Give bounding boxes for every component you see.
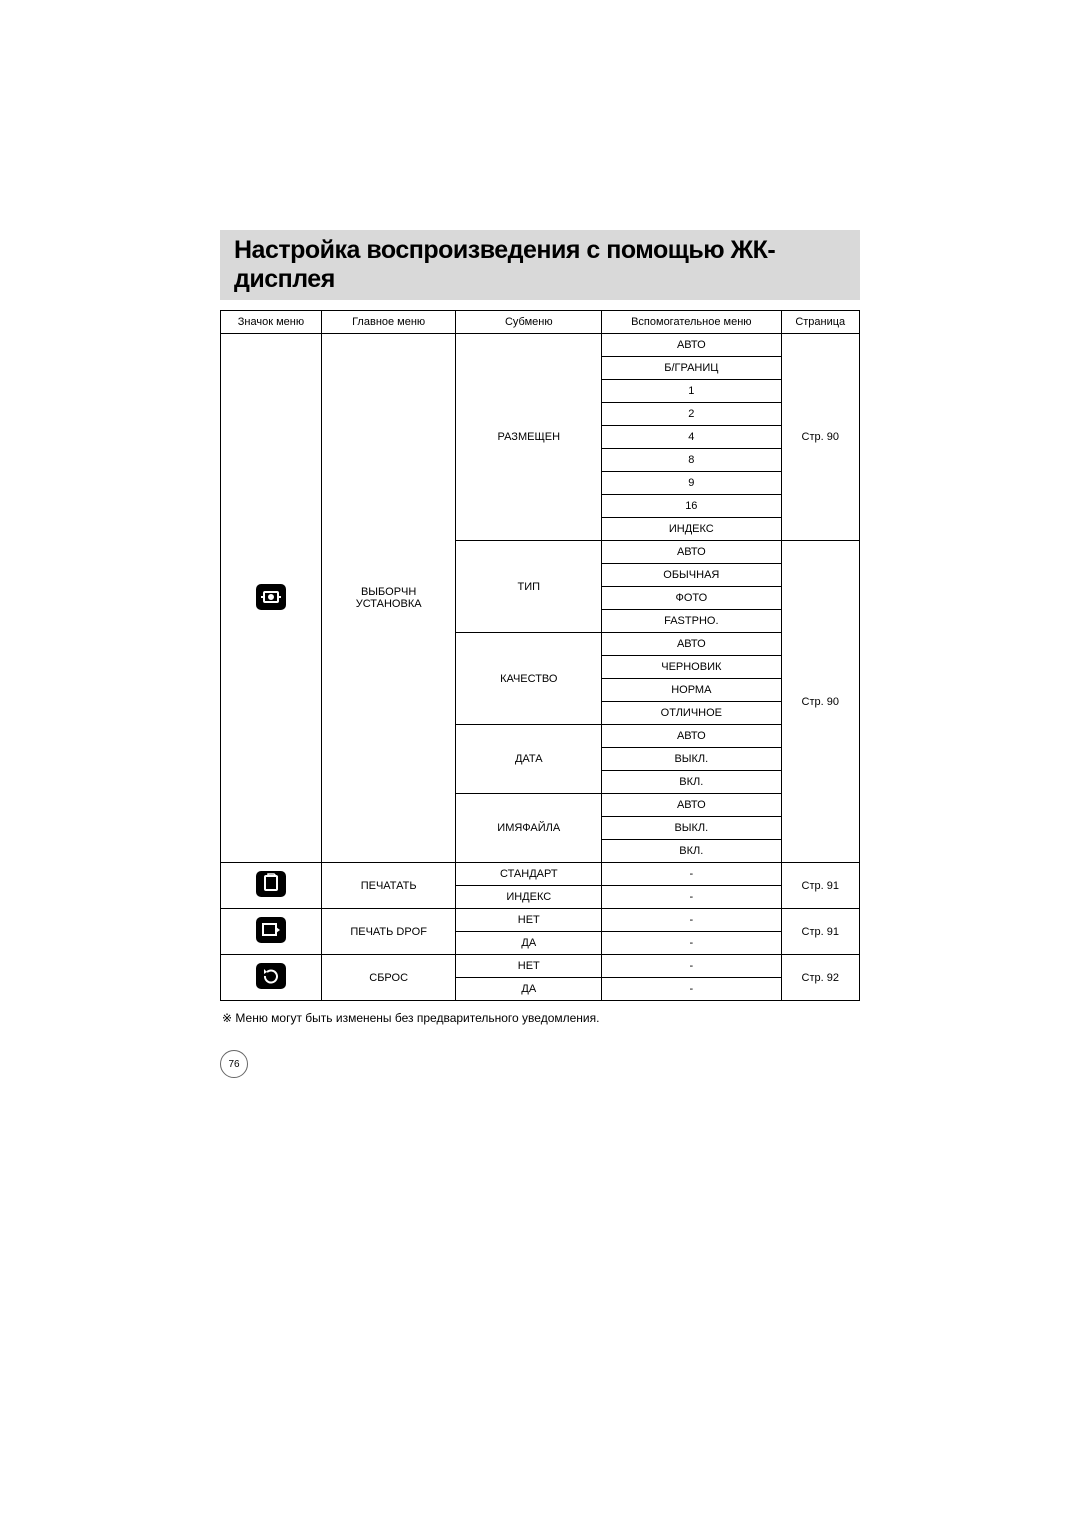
sub-razmeschen: РАЗМЕЩЕН — [456, 334, 602, 541]
sub-da: ДА — [456, 932, 602, 955]
aux-cell: ИНДЕКС — [602, 518, 781, 541]
aux-cell: 9 — [602, 472, 781, 495]
aux-cell: ФОТО — [602, 587, 781, 610]
aux-cell: АВТО — [602, 541, 781, 564]
col-main: Главное меню — [321, 311, 456, 334]
col-page: Страница — [781, 311, 860, 334]
aux-cell: 2 — [602, 403, 781, 426]
sub-indeks: ИНДЕКС — [456, 886, 602, 909]
aux-cell: 16 — [602, 495, 781, 518]
aux-cell: АВТО — [602, 725, 781, 748]
sub-da: ДА — [456, 978, 602, 1001]
aux-cell: ОТЛИЧНОЕ — [602, 702, 781, 725]
sub-kachestvo: КАЧЕСТВО — [456, 633, 602, 725]
main-sbros: СБРОС — [321, 955, 456, 1001]
sub-net: НЕТ — [456, 955, 602, 978]
main-pechatat: ПЕЧАТАТЬ — [321, 863, 456, 909]
aux-cell: - — [602, 909, 781, 932]
aux-cell: АВТО — [602, 794, 781, 817]
icon-print — [221, 863, 322, 909]
aux-cell: - — [602, 886, 781, 909]
aux-cell: 8 — [602, 449, 781, 472]
page-number: 76 — [220, 1050, 248, 1078]
aux-cell: - — [602, 932, 781, 955]
footnote: ※ Меню могут быть изменены без предварит… — [220, 1011, 860, 1025]
aux-cell: 1 — [602, 380, 781, 403]
page-cell: Стр. 90 — [781, 541, 860, 863]
sub-imyafayla: ИМЯФАЙЛА — [456, 794, 602, 863]
page-cell: Стр. 90 — [781, 334, 860, 541]
icon-custom — [221, 334, 322, 863]
icon-dpof — [221, 909, 322, 955]
aux-cell: Б/ГРАНИЦ — [602, 357, 781, 380]
page-cell: Стр. 91 — [781, 909, 860, 955]
col-aux: Вспомогательное меню — [602, 311, 781, 334]
aux-cell: FASTPHO. — [602, 610, 781, 633]
aux-cell: - — [602, 978, 781, 1001]
main-vyborchn: ВЫБОРЧН УСТАНОВКА — [321, 334, 456, 863]
col-icon: Значок меню — [221, 311, 322, 334]
aux-cell: ВЫКЛ. — [602, 817, 781, 840]
icon-reset — [221, 955, 322, 1001]
aux-cell: ОБЫЧНАЯ — [602, 564, 781, 587]
page-cell: Стр. 91 — [781, 863, 860, 909]
page-title: Настройка воспроизведения с помощью ЖК-д… — [234, 236, 860, 294]
aux-cell: - — [602, 955, 781, 978]
aux-cell: ЧЕРНОВИК — [602, 656, 781, 679]
aux-cell: 4 — [602, 426, 781, 449]
aux-cell: ВКЛ. — [602, 771, 781, 794]
table-header-row: Значок меню Главное меню Субменю Вспомог… — [221, 311, 860, 334]
sub-tip: ТИП — [456, 541, 602, 633]
sub-standart: СТАНДАРТ — [456, 863, 602, 886]
menu-table: Значок меню Главное меню Субменю Вспомог… — [220, 310, 860, 1001]
print-icon — [256, 871, 286, 897]
main-dpof: ПЕЧАТЬ DPOF — [321, 909, 456, 955]
aux-cell: АВТО — [602, 334, 781, 357]
aux-cell: АВТО — [602, 633, 781, 656]
aux-cell: ВКЛ. — [602, 840, 781, 863]
aux-cell: - — [602, 863, 781, 886]
sub-data: ДАТА — [456, 725, 602, 794]
title-bar: Настройка воспроизведения с помощью ЖК-д… — [220, 230, 860, 300]
page-cell: Стр. 92 — [781, 955, 860, 1001]
aux-cell: НОРМА — [602, 679, 781, 702]
dpof-icon — [256, 917, 286, 943]
col-sub: Субменю — [456, 311, 602, 334]
sub-net: НЕТ — [456, 909, 602, 932]
aux-cell: ВЫКЛ. — [602, 748, 781, 771]
custom-settings-icon — [256, 584, 286, 610]
reset-icon — [256, 963, 286, 989]
page-number-wrap: 76 — [220, 1050, 248, 1078]
